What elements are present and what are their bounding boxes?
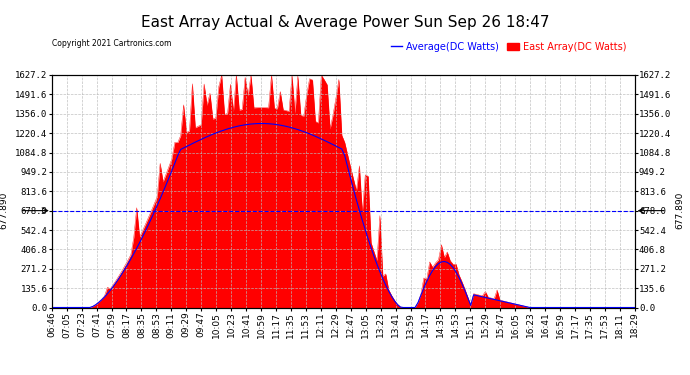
Text: Copyright 2021 Cartronics.com: Copyright 2021 Cartronics.com [52,39,171,48]
Text: 677.890: 677.890 [0,192,8,229]
Text: 677.890: 677.890 [676,192,684,229]
Text: East Array Actual & Average Power Sun Sep 26 18:47: East Array Actual & Average Power Sun Se… [141,15,549,30]
Legend: Average(DC Watts), East Array(DC Watts): Average(DC Watts), East Array(DC Watts) [387,38,630,56]
